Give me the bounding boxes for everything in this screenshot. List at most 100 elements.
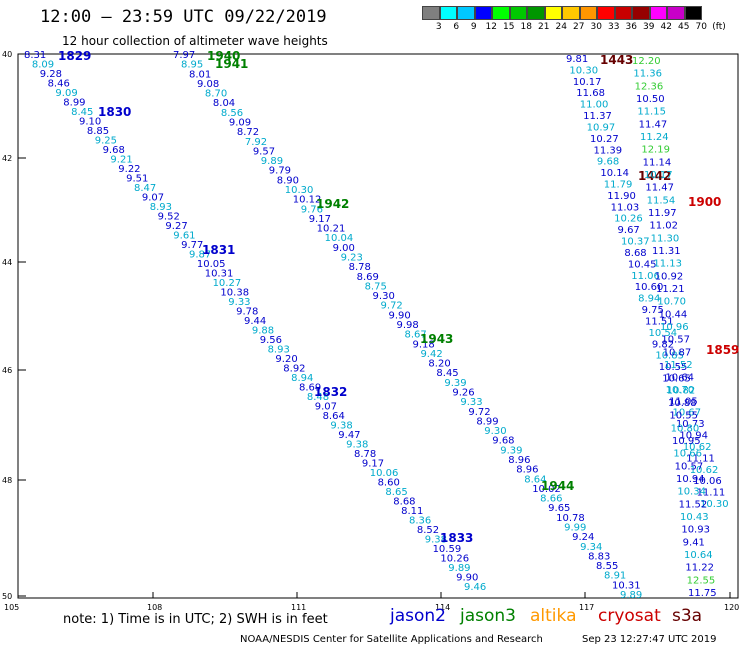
- color-scale-label: 18: [520, 22, 532, 32]
- wave-height-value: 8.92: [283, 364, 305, 375]
- lat-label: 46: [2, 366, 12, 375]
- wave-height-value: 9.21: [110, 155, 132, 166]
- wave-height-value: 11.90: [607, 191, 636, 202]
- wave-height-value: 11.05: [669, 396, 698, 407]
- wave-height-value: 11.39: [593, 145, 622, 156]
- lon-label: 108: [147, 603, 162, 612]
- wave-height-value: 11.37: [583, 111, 612, 122]
- color-scale-label: 70: [695, 22, 707, 32]
- wave-height-value: 10.57: [675, 461, 704, 472]
- wave-height-value: 10.17: [644, 170, 673, 181]
- color-scale-swatch: [457, 6, 475, 20]
- color-scale-swatch: [509, 6, 527, 20]
- wave-height-value: 10.21: [317, 224, 346, 235]
- wave-height-value: 8.96: [508, 455, 530, 466]
- wave-height-value: 10.14: [600, 168, 629, 179]
- wave-height-value: 11.52: [664, 360, 693, 371]
- color-scale-swatch: [474, 6, 492, 20]
- wave-height-value: 10.30: [285, 185, 314, 196]
- wave-height-value: 8.99: [476, 416, 498, 427]
- wave-height-value: 9.46: [464, 582, 486, 593]
- wave-height-value: 11.00: [580, 100, 609, 111]
- wave-height-value: 9.39: [444, 378, 466, 389]
- wave-height-value: 9.89: [620, 590, 642, 601]
- wave-height-value: 10.45: [628, 259, 657, 270]
- wave-height-value: 11.03: [611, 202, 640, 213]
- wave-height-value: 9.41: [683, 537, 705, 548]
- wave-height-value: 9.78: [236, 307, 258, 318]
- color-scale-label: 3: [435, 22, 442, 32]
- legend-item-jason3: jason3: [460, 606, 516, 626]
- wave-height-value: 10.94: [679, 431, 708, 442]
- wave-height-value: 8.55: [596, 561, 618, 572]
- wave-height-value: 8.47: [134, 183, 156, 194]
- wave-height-value: 12.55: [687, 575, 716, 586]
- wave-height-value: 10.12: [293, 195, 322, 206]
- wave-height-value: 11.51: [645, 316, 674, 327]
- wave-height-value: 8.78: [349, 262, 371, 273]
- pass-time-label: 1832: [314, 385, 347, 399]
- color-scale-label: 30: [590, 22, 602, 32]
- lat-label: 50: [2, 592, 12, 601]
- wave-height-value: 10.82: [667, 385, 696, 396]
- color-scale-bar: [422, 6, 702, 20]
- wave-height-value: 9.72: [381, 301, 403, 312]
- wave-height-value: 8.52: [417, 525, 439, 536]
- wave-height-value: 8.75: [365, 281, 387, 292]
- legend-item-altika: altika: [530, 606, 577, 626]
- color-scale-label: 33: [608, 22, 620, 32]
- wave-height-value: 10.43: [680, 512, 709, 523]
- wave-height-value: 10.06: [370, 468, 399, 479]
- wave-height-value: 9.28: [40, 69, 62, 80]
- lon-label: 111: [291, 603, 306, 612]
- wave-height-value: 8.45: [436, 368, 458, 379]
- pass-time-label: 1830: [98, 105, 131, 119]
- wave-height-value: 9.10: [79, 117, 101, 128]
- color-scale-label: 9: [470, 22, 477, 32]
- wave-height-value: 9.75: [642, 305, 664, 316]
- wave-height-value: 8.94: [291, 373, 313, 384]
- wave-height-value: 9.38: [330, 421, 352, 432]
- wave-height-value: 12.20: [632, 56, 661, 67]
- wave-height-value: 10.66: [673, 449, 702, 460]
- pass-time-label: 1443: [600, 53, 633, 67]
- pass-time-label: 1942: [316, 197, 349, 211]
- wave-height-value: 8.01: [189, 69, 211, 80]
- wave-height-value: 8.93: [268, 345, 290, 356]
- wave-height-value: 10.88: [668, 398, 697, 409]
- wave-height-value: 10.04: [325, 233, 354, 244]
- wave-height-value: 9.88: [252, 326, 274, 337]
- wave-height-value: 10.31: [612, 580, 641, 591]
- wave-height-value: 10.26: [614, 214, 643, 225]
- wave-height-value: 9.20: [275, 354, 297, 365]
- wave-height-value: 9.72: [468, 407, 490, 418]
- wave-height-value: 10.59: [433, 544, 462, 555]
- wave-height-value: 10.73: [676, 419, 705, 430]
- wave-height-value: 10.57: [661, 335, 690, 346]
- wave-height-value: 9.68: [597, 157, 619, 168]
- color-scale-swatch: [684, 6, 702, 20]
- color-scale-label: 42: [660, 22, 672, 32]
- wave-height-value: 9.34: [580, 542, 602, 553]
- credit-text: NOAA/NESDIS Center for Satellite Applica…: [240, 634, 543, 645]
- wave-height-value: 8.68: [624, 248, 646, 259]
- wave-height-value: 10.64: [684, 550, 713, 561]
- credit-timestamp: Sep 23 12:27:47 UTC 2019: [582, 634, 717, 645]
- color-scale-swatch: [667, 6, 685, 20]
- wave-height-value: 8.68: [393, 497, 415, 508]
- page-subtitle: 12 hour collection of altimeter wave hei…: [62, 34, 328, 48]
- color-scale-unit: (ft): [712, 22, 726, 32]
- wave-height-value: 10.60: [635, 282, 664, 293]
- wave-height-value: 11.47: [645, 183, 674, 194]
- wave-height-value: 11.11: [697, 488, 726, 499]
- wave-height-value: 9.65: [548, 503, 570, 514]
- wave-height-value: 9.67: [618, 225, 640, 236]
- wave-height-value: 10.94: [676, 474, 705, 485]
- wave-height-value: 10.02: [532, 484, 561, 495]
- wave-height-value: 10.37: [621, 237, 650, 248]
- pass-time-label: 1900: [688, 195, 721, 209]
- wave-height-value: 9.76: [301, 204, 323, 215]
- wave-height-value: 9.38: [346, 440, 368, 451]
- wave-height-value: 9.07: [142, 193, 164, 204]
- wave-height-value: 12.36: [635, 81, 664, 92]
